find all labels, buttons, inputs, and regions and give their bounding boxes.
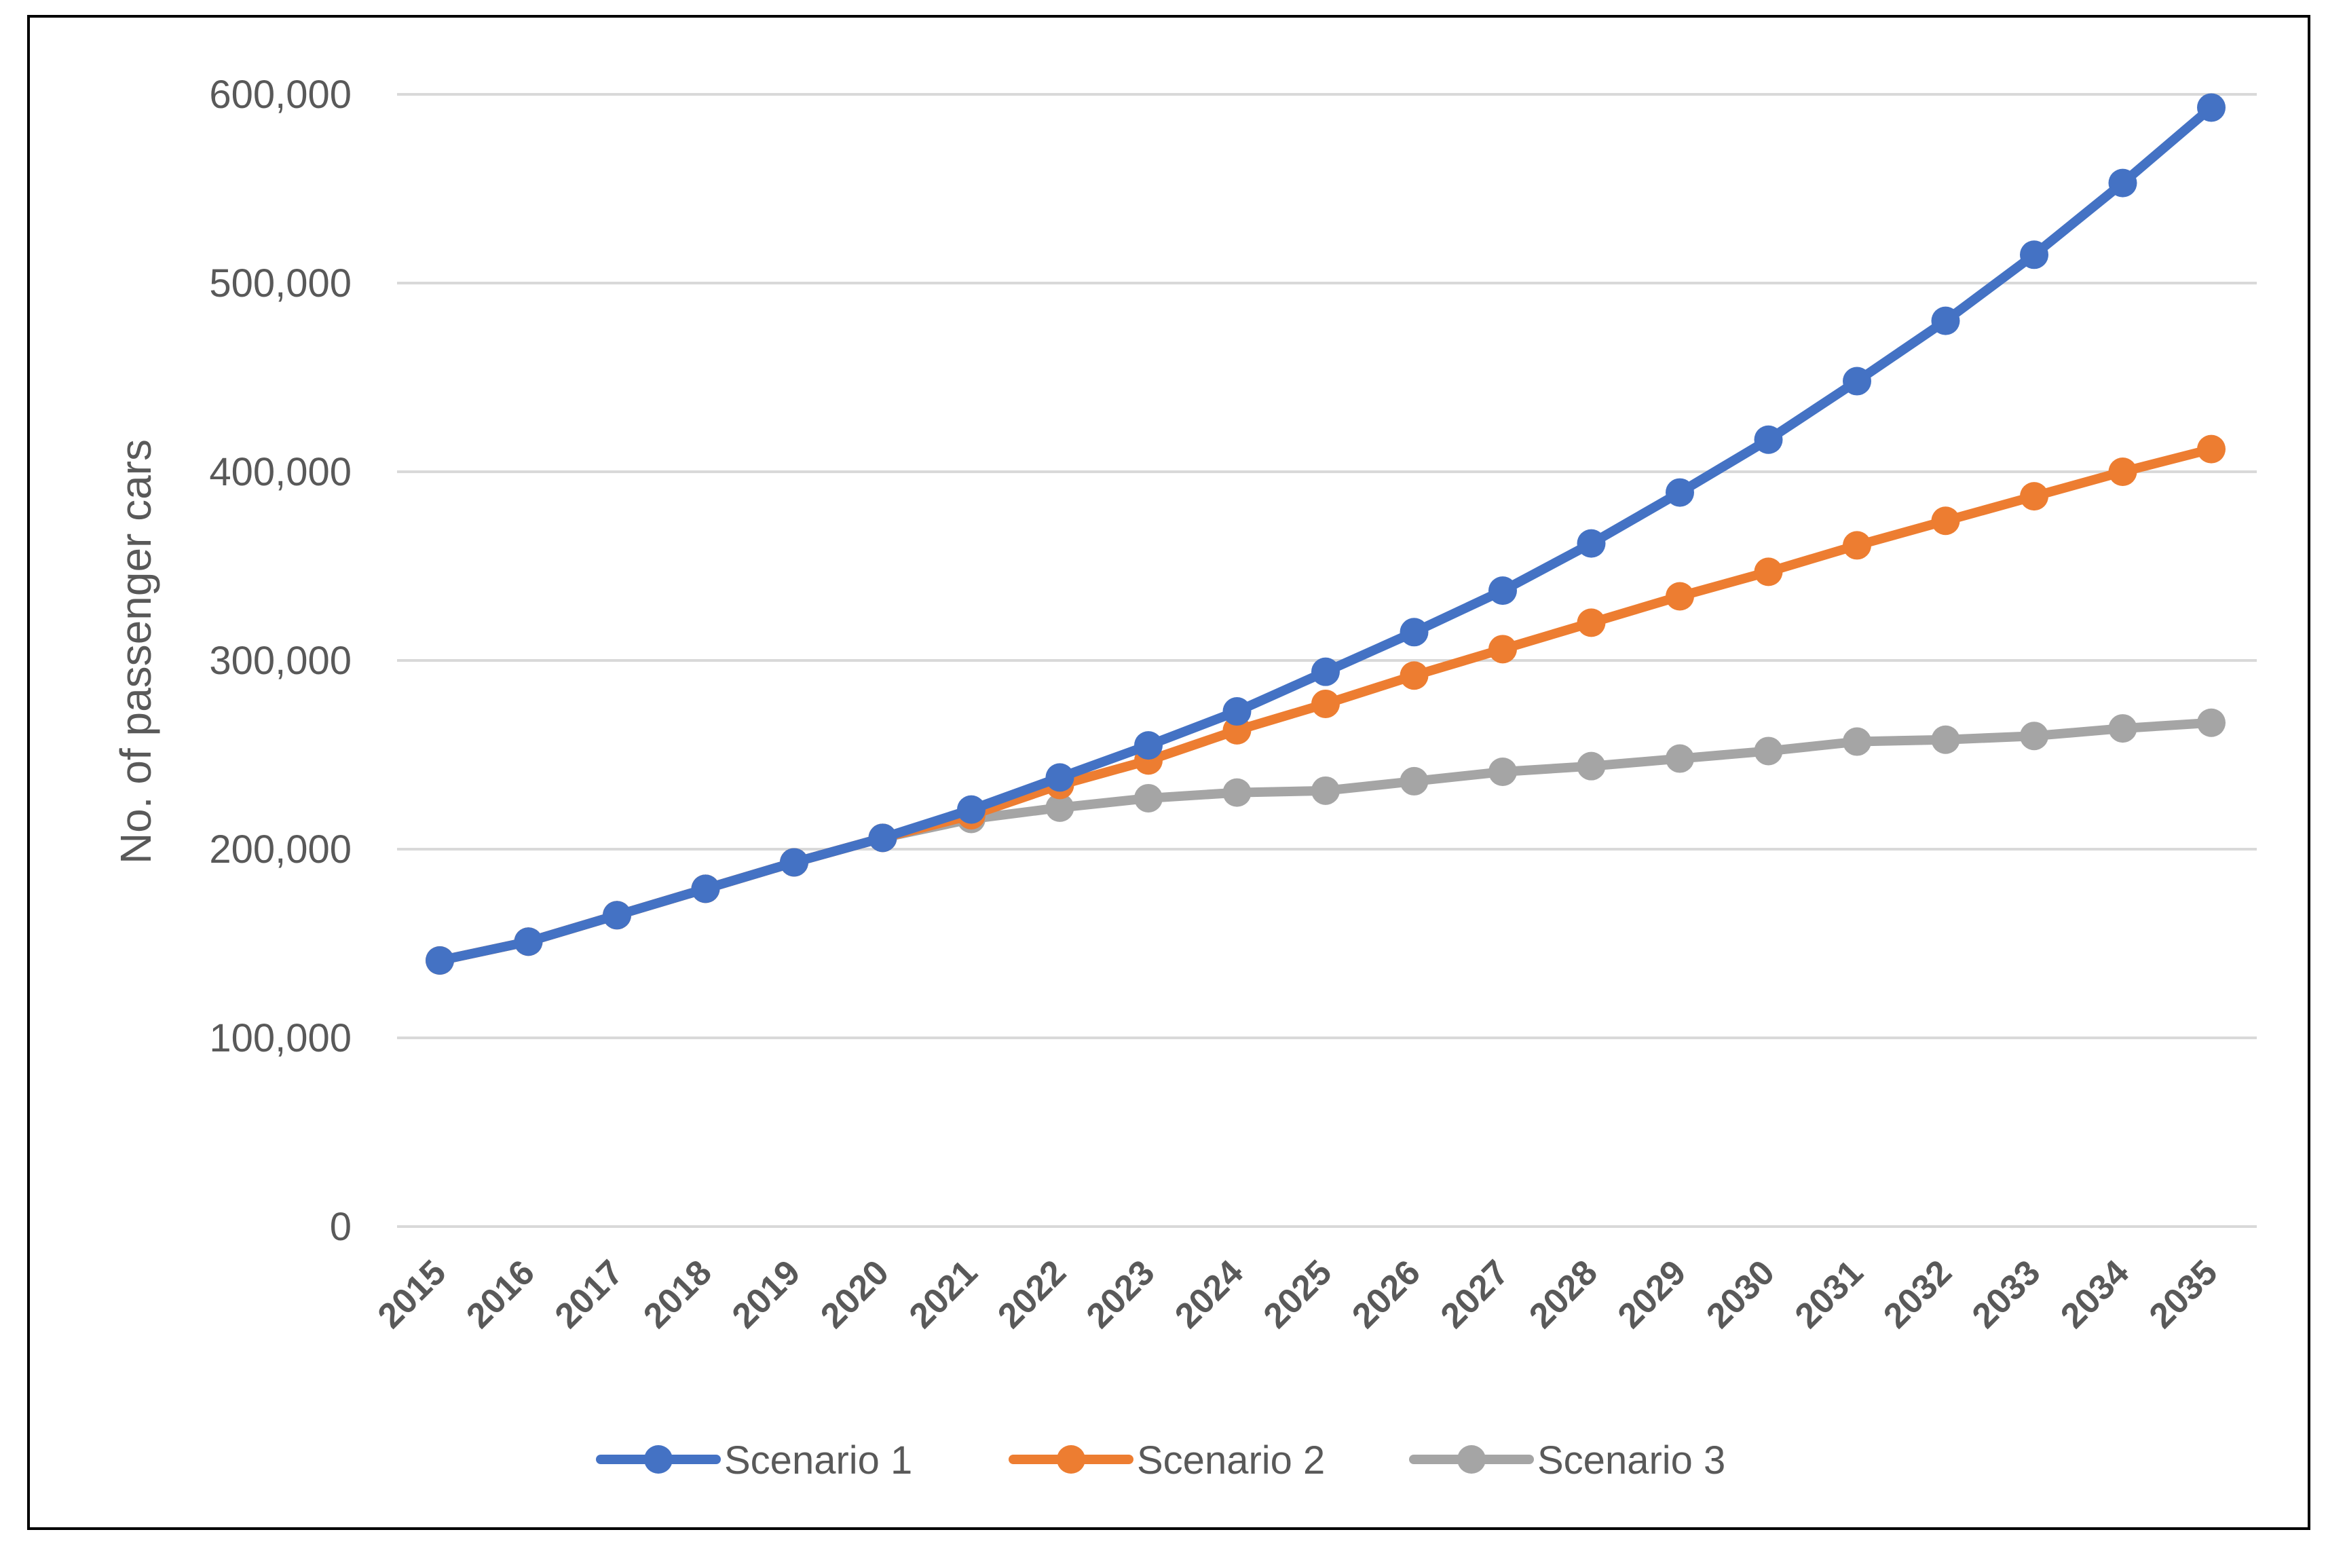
y-tick-label: 400,000 <box>209 450 352 494</box>
data-point <box>1134 783 1163 813</box>
data-point <box>2108 458 2137 486</box>
x-tick-label: 2023 <box>1079 1252 1163 1336</box>
legend-swatch-marker <box>1457 1445 1486 1474</box>
chart-frame <box>27 15 2310 1530</box>
data-point <box>1666 478 1694 507</box>
data-point <box>603 901 631 930</box>
data-point <box>1577 751 1606 781</box>
data-point <box>1843 367 1871 396</box>
y-tick-label: 100,000 <box>209 1016 352 1060</box>
data-point <box>1931 306 1960 335</box>
y-axis-title: No. of passenger cars <box>111 439 160 864</box>
data-point <box>2020 722 2048 751</box>
data-point <box>1577 608 1606 637</box>
data-point <box>1488 758 1517 787</box>
data-point <box>1311 657 1340 686</box>
x-axis-ticks: 2015 2016 2017 2018 2019 2020 2021 2022 2023 2024… <box>371 1252 2226 1336</box>
data-point <box>2197 708 2226 737</box>
data-point <box>1577 529 1606 558</box>
legend: Scenario 1 Scenario 2 Scenario 3 <box>596 1438 1725 1482</box>
y-axis-ticks: 0 100,000 200,000 300,000 400,000 500,000 600,… <box>209 73 352 1249</box>
x-tick-label: 2019 <box>725 1252 808 1336</box>
data-point <box>1666 582 1694 611</box>
data-point <box>1488 635 1517 664</box>
data-point <box>1754 425 1783 454</box>
x-tick-label: 2030 <box>1699 1252 1782 1336</box>
data-point <box>780 848 808 877</box>
x-tick-label: 2035 <box>2142 1252 2226 1336</box>
y-tick-label: 300,000 <box>209 639 352 683</box>
gridlines <box>397 93 2257 1228</box>
data-point <box>2197 93 2226 122</box>
data-point <box>957 795 986 824</box>
y-tick-label: 200,000 <box>209 827 352 872</box>
data-point <box>1666 744 1694 773</box>
data-point <box>2108 168 2137 198</box>
y-tick-label: 600,000 <box>209 73 352 117</box>
legend-item: Scenario 1 <box>596 1438 912 1482</box>
data-point <box>1134 731 1163 760</box>
x-tick-label: 2020 <box>813 1252 897 1336</box>
series-1 <box>426 93 2226 975</box>
data-point <box>691 874 720 903</box>
data-point <box>1311 776 1340 805</box>
x-tick-label: 2017 <box>548 1252 631 1336</box>
data-point <box>1754 736 1783 766</box>
x-tick-label: 2033 <box>1965 1252 2048 1336</box>
data-point <box>1045 763 1074 792</box>
series-3 <box>426 708 2226 975</box>
data-point <box>1488 576 1517 605</box>
legend-item: Scenario 2 <box>1009 1438 1325 1482</box>
x-tick-label: 2034 <box>2053 1252 2137 1336</box>
data-point <box>1400 661 1429 690</box>
data-point <box>1045 793 1074 822</box>
data-point <box>1400 618 1429 647</box>
legend-label: Scenario 2 <box>1137 1438 1325 1482</box>
legend-swatch-marker <box>644 1445 673 1474</box>
data-point <box>1843 727 1871 756</box>
data-point <box>1931 725 1960 754</box>
data-point <box>868 823 897 853</box>
series-layer <box>426 93 2226 975</box>
x-tick-label: 2031 <box>1788 1252 1871 1336</box>
data-point <box>2108 714 2137 743</box>
x-tick-label: 2025 <box>1256 1252 1340 1336</box>
y-tick-label: 500,000 <box>209 261 352 305</box>
data-point <box>1754 557 1783 586</box>
x-tick-label: 2029 <box>1611 1252 1694 1336</box>
data-point <box>1400 766 1429 796</box>
data-point <box>1222 697 1252 726</box>
y-tick-label: 0 <box>330 1205 352 1249</box>
x-tick-label: 2024 <box>1167 1252 1251 1336</box>
legend-swatch-marker <box>1057 1445 1085 1474</box>
x-tick-label: 2022 <box>990 1252 1074 1336</box>
data-point <box>514 927 543 956</box>
data-point <box>2020 482 2048 511</box>
data-point <box>2197 434 2226 464</box>
x-tick-label: 2021 <box>902 1252 986 1336</box>
data-point <box>1931 506 1960 536</box>
x-tick-label: 2016 <box>459 1252 542 1336</box>
data-point <box>1222 778 1252 807</box>
x-tick-label: 2028 <box>1522 1252 1605 1336</box>
legend-item: Scenario 3 <box>1409 1438 1725 1482</box>
data-point <box>2020 240 2048 269</box>
x-tick-label: 2018 <box>636 1252 719 1336</box>
x-tick-label: 2026 <box>1345 1252 1428 1336</box>
data-point <box>1843 531 1871 560</box>
legend-label: Scenario 1 <box>724 1438 912 1482</box>
data-point <box>426 946 454 975</box>
data-point <box>1311 689 1340 718</box>
x-tick-label: 2027 <box>1433 1252 1517 1336</box>
series-line <box>435 717 2216 966</box>
x-tick-label: 2032 <box>1876 1252 1959 1336</box>
legend-label: Scenario 3 <box>1537 1438 1725 1482</box>
x-tick-label: 2015 <box>371 1252 454 1336</box>
